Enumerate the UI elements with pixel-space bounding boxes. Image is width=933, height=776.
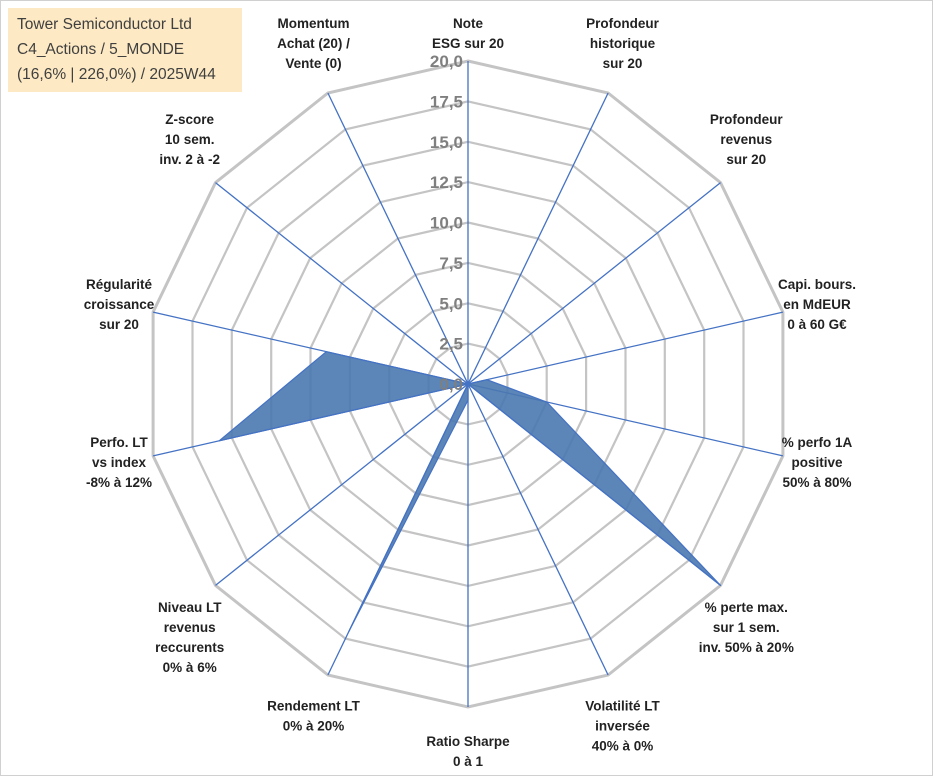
axis-label-line: Note	[453, 16, 483, 31]
tick-label: 15,0	[430, 133, 463, 152]
axis-label-line: reccurents	[155, 640, 224, 655]
tick-label: 7,5	[439, 254, 463, 273]
axis-labels: Note ESG sur 20 Profondeur historique sur 20…	[84, 16, 856, 769]
axis-label-line: Capi. bours.	[778, 277, 856, 292]
tick-labels: 0,0 2,5 5,0 7,5 10,0 12,5 15,0 17,5 20,0	[430, 52, 463, 394]
axis-label: % perte max. sur 1 sem. inv. 50% à 20%	[699, 600, 794, 655]
axis-label: Niveau LT revenus reccurents 0% à 6%	[155, 600, 224, 675]
axis-label-line: Achat (20) /	[277, 36, 350, 51]
axis-label: % perfo 1A positive 50% à 80%	[782, 435, 853, 490]
axis-label-line: inv. 2 à -2	[159, 152, 220, 167]
tick-label: 2,5	[439, 335, 463, 354]
axis-label-line: Ratio Sharpe	[426, 734, 510, 749]
axis-label-line: Vente (0)	[285, 56, 341, 71]
axis-spoke	[467, 383, 609, 676]
axis-label: Régularité croissance sur 20	[84, 277, 155, 332]
axis-spoke	[467, 311, 784, 385]
axis-label-line: -8% à 12%	[86, 475, 152, 490]
tick-label: 12,5	[430, 173, 463, 192]
axis-spoke	[215, 383, 469, 586]
axis-label: Profondeur historique sur 20	[586, 16, 659, 71]
axis-label-line: % perfo 1A	[782, 435, 853, 450]
title-box: Tower Semiconductor Ltd C4_Actions / 5_M…	[8, 8, 242, 92]
axis-label-line: 0 à 60 G€	[787, 317, 847, 332]
axis-label-line: Volatilité LT	[585, 699, 660, 714]
axis-label-line: 40% à 0%	[592, 739, 654, 754]
axis-label-line: Profondeur	[586, 16, 659, 31]
axis-label: Perfo. LT vs index -8% à 12%	[86, 435, 152, 490]
axis-label: Ratio Sharpe 0 à 1	[426, 734, 510, 769]
axis-label-line: sur 20	[99, 317, 139, 332]
axis-label-line: historique	[590, 36, 656, 51]
axis-label: Volatilité LT inversée 40% à 0%	[585, 699, 660, 754]
axis-label-line: % perte max.	[705, 600, 788, 615]
axis-label-line: Perfo. LT	[90, 435, 148, 450]
tick-label: 10,0	[430, 214, 463, 233]
tick-label: 17,5	[430, 92, 463, 111]
axis-label: Rendement LT 0% à 20%	[267, 699, 361, 734]
axis-label-line: revenus	[720, 132, 772, 147]
tick-label: 5,0	[439, 294, 463, 313]
axis-label-line: en MdEUR	[783, 297, 851, 312]
axis-label: Z-score 10 sem. inv. 2 à -2	[159, 112, 220, 167]
axis-label-line: Momentum	[278, 16, 350, 31]
axis-label-line: positive	[791, 455, 843, 470]
axis-label-line: 10 sem.	[165, 132, 215, 147]
axis-label-line: Z-score	[165, 112, 214, 127]
axis-spoke	[467, 182, 721, 385]
title-stats: (16,6% | 226,0%) / 2025W44	[17, 66, 216, 83]
axis-spoke	[215, 182, 469, 385]
axis-label-line: inv. 50% à 20%	[699, 640, 794, 655]
axis-label-line: sur 20	[603, 56, 643, 71]
axis-spoke	[327, 92, 469, 385]
axis-label-line: 0% à 20%	[283, 719, 345, 734]
axis-label-line: Niveau LT	[158, 600, 222, 615]
axis-label-line: Régularité	[86, 277, 153, 292]
axis-label-line: vs index	[92, 455, 147, 470]
axis-label-line: Rendement LT	[267, 699, 361, 714]
title-company: Tower Semiconductor Ltd	[17, 16, 192, 33]
axis-label-line: 0 à 1	[453, 754, 484, 769]
title-category: C4_Actions / 5_MONDE	[17, 41, 185, 58]
axis-label-line: inversée	[595, 719, 650, 734]
axis-label: Profondeur revenus sur 20	[710, 112, 783, 167]
axis-label-line: 50% à 80%	[782, 475, 851, 490]
tick-label: 0,0	[439, 375, 463, 394]
axis-label-line: revenus	[164, 620, 216, 635]
axis-label-line: sur 1 sem.	[713, 620, 780, 635]
axis-spoke	[467, 92, 609, 385]
data-series	[218, 351, 722, 633]
axis-label: Note ESG sur 20	[432, 16, 504, 51]
series-area	[218, 351, 722, 633]
axis-label-line: ESG sur 20	[432, 36, 504, 51]
axis-label-line: Profondeur	[710, 112, 783, 127]
axis-label-line: sur 20	[726, 152, 766, 167]
tick-label: 20,0	[430, 52, 463, 71]
axis-label: Capi. bours. en MdEUR 0 à 60 G€	[778, 277, 856, 332]
axis-label-line: croissance	[84, 297, 155, 312]
axis-label-line: 0% à 6%	[163, 660, 217, 675]
axis-label: Momentum Achat (20) / Vente (0)	[277, 16, 350, 71]
